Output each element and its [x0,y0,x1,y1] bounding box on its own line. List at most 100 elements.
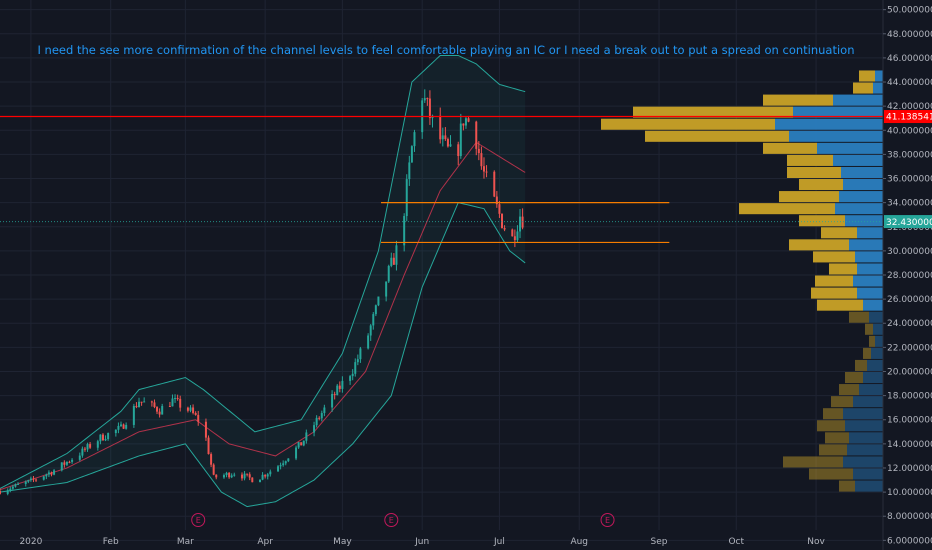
volume-profile-up-bar [845,215,883,227]
volume-profile-down-bar [787,154,833,166]
candle-body [264,474,267,477]
volume-profile-up-bar [855,251,883,263]
candle-body [63,462,66,465]
candle-body [338,385,341,389]
price-tick-label: 50.00000000 [887,6,932,16]
price-tick-label: 34.00000000 [887,199,932,209]
candle-body [359,348,362,360]
candle-body [189,407,192,411]
price-axis[interactable]: 6.00000000 8.00000000 10.00000000 12.000000… [883,6,932,547]
candle-body [464,118,467,126]
candle-body [318,417,321,419]
candle-body [161,406,164,415]
volume-profile-up-bar [875,335,883,347]
price-tick-label: 48.00000000 [887,30,932,40]
candle-body [71,459,74,462]
earnings-marker-label: E [605,516,610,525]
chart-grid [0,0,883,541]
candle-body [0,490,1,494]
volume-profile-up-bar [789,130,883,142]
volume-profile-down-bar [779,191,839,203]
candle-body [390,257,393,266]
candle-body [168,406,171,408]
candle-body [516,231,519,241]
earnings-marker-label: E [196,516,201,525]
candle-body [354,362,357,374]
candle-body [248,474,251,478]
candle-body [500,213,503,228]
volume-profile-down-bar [853,82,873,94]
candle-body [457,144,460,157]
earnings-marker-circle [600,513,615,527]
last-price-badge [884,215,932,229]
candle-body [503,227,506,230]
bollinger-fill [0,55,526,507]
candle-body [349,376,352,381]
candlestick-series [0,89,524,496]
volume-profile-down-bar [799,179,843,191]
price-tick-label: 8.00000000 [887,512,932,522]
price-tick-label: 6.00000000 [887,536,932,546]
candle-body [150,401,153,403]
price-tick-label: 30.00000000 [887,247,932,257]
candle-body [372,314,375,326]
candle-body [336,385,339,396]
candle-body [300,442,303,446]
candle-body [385,281,388,297]
candle-body [233,474,236,476]
candle-body [377,296,380,306]
volume-profile-up-bar [857,263,883,275]
candle-body [158,411,161,415]
chart-annotation[interactable]: I need the see more confirmation of the … [38,43,855,57]
candle-body [194,413,197,415]
price-tick-label: 14.00000000 [887,440,932,450]
candle-body [86,444,89,450]
price-tick-label: 22.00000000 [887,343,932,353]
volume-profile-up-bar [847,444,883,456]
last-price-badge-label: 32.43000000 [886,218,932,228]
candle-body [176,398,179,400]
candle-body [405,179,408,217]
candle-body [302,440,305,446]
candle-body [143,401,146,403]
candle-body [27,480,30,482]
candle-body [297,442,300,448]
volume-profile-up-bar [859,384,883,396]
candle-body [6,490,9,494]
candle-body [449,144,452,147]
volume-profile-up-bar [849,432,883,444]
price-tick-label: 46.00000000 [887,54,932,64]
candle-body [495,196,498,205]
candle-body [14,484,17,487]
candle-body [96,441,99,448]
volume-profile-up-bar [835,203,883,215]
volume-profile-down-bar [633,106,793,118]
volume-profile-up-bar [853,275,883,287]
time-tick-label: Sep [651,537,668,547]
time-tick-label: Aug [570,537,588,547]
candle-body [24,481,27,484]
candle-body [295,447,298,459]
candle-body [68,461,71,463]
volume-profile-down-bar [831,396,853,408]
time-axis[interactable]: 2020 Feb Mar Apr May Jun Jul Aug Sep Oct Nov [19,537,825,547]
volume-profile-down-bar [601,118,775,130]
volume-profile-up-bar [853,468,883,480]
time-tick-label: Oct [728,537,744,547]
candle-body [240,474,243,479]
candle-body [511,229,514,237]
candle-body [153,402,156,408]
candle-body [477,148,480,154]
volume-profile-up-bar [843,408,883,420]
candle-body [11,486,14,489]
volume-profile-down-bar [763,94,833,106]
volume-profile-down-bar [739,203,835,215]
volume-profile-down-bar [845,371,863,384]
candle-body [403,216,406,246]
volume-profile-down-bar [809,468,853,480]
candle-body [320,413,323,419]
volume-profile-down-bar [839,384,859,396]
volume-profile-down-bar [817,420,845,432]
volume-profile-up-bar [793,106,883,118]
